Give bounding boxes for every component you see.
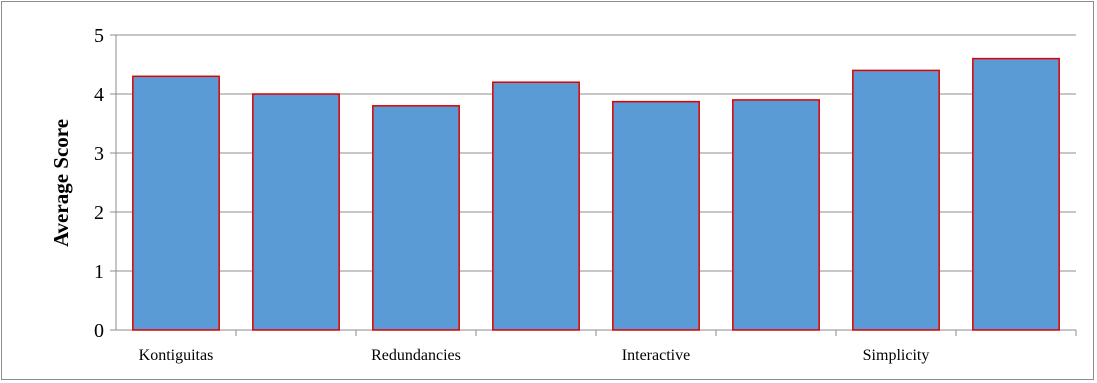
y-tick-label: 3 xyxy=(94,143,104,165)
y-tick-labels: 0 1 2 3 4 5 xyxy=(94,25,104,342)
x-tick-label: Redundancies xyxy=(371,347,461,364)
x-tick-label: Simplicity xyxy=(863,347,930,364)
y-tick-label: 5 xyxy=(94,25,104,47)
bar xyxy=(852,69,940,331)
x-tick-labels: Kontiguitas Redundancies Interactive Simpli… xyxy=(139,347,930,364)
y-tick-label: 4 xyxy=(94,84,104,106)
x-tick-label: Kontiguitas xyxy=(139,347,214,364)
bar xyxy=(132,75,220,331)
y-tick-label: 2 xyxy=(94,202,104,224)
y-axis-title: Average Score xyxy=(49,119,73,247)
y-tick-label: 0 xyxy=(94,320,104,342)
bars xyxy=(132,57,1060,331)
bar xyxy=(492,81,580,331)
bar xyxy=(612,100,700,331)
bar xyxy=(372,105,460,331)
x-tick-label: Interactive xyxy=(622,347,690,364)
bar xyxy=(972,57,1060,331)
bar xyxy=(732,99,820,331)
bar xyxy=(252,93,340,331)
y-tick-label: 1 xyxy=(94,261,104,283)
